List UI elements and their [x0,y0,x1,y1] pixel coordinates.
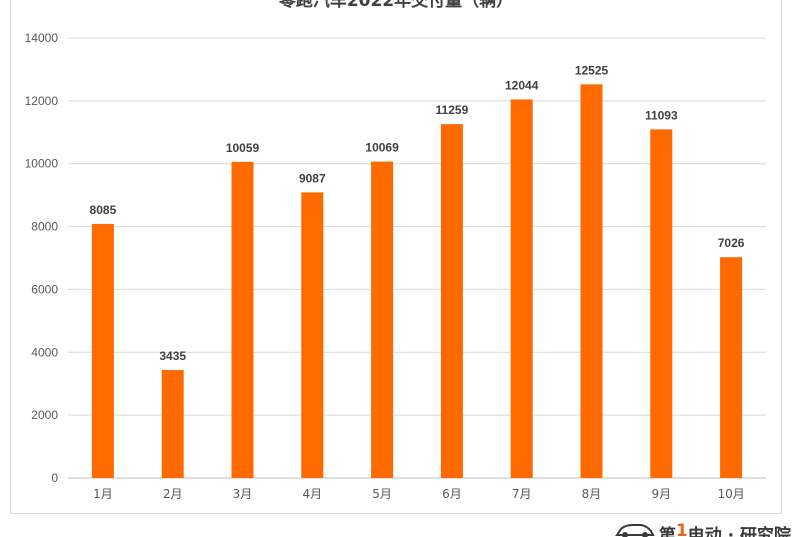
x-tick-label: 6月 [442,487,462,501]
x-tick-label: 1月 [93,487,113,501]
data-label: 9087 [299,171,326,185]
car-logo-icon [614,521,655,537]
footer-brand-accent: 1 [675,521,688,537]
footer-brand-part1: 第 [658,526,676,537]
bar [580,84,603,478]
data-label: 10069 [365,141,399,155]
x-tick-label: 7月 [512,487,532,501]
y-tick-label: 8000 [31,220,58,234]
bar [301,192,324,478]
x-tick-label: 9月 [651,487,671,501]
x-tick-label: 3月 [233,487,253,501]
bar [650,129,673,478]
data-label: 11093 [645,108,678,122]
bar [510,99,533,478]
x-tick-label: 8月 [582,487,602,501]
y-tick-label: 4000 [31,345,58,359]
chart-title: 零跑汽车2022年交付量（辆） [278,0,514,11]
x-tick-label: 5月 [372,487,392,501]
bar [161,370,184,478]
y-tick-label: 2000 [31,408,58,422]
bar [91,223,114,478]
y-tick-label: 10000 [25,157,59,171]
data-label: 8085 [90,203,117,217]
bar [231,161,254,479]
data-label: 7026 [718,236,745,250]
x-tick-label: 10月 [717,487,744,501]
footer-brand-part2: 电动 · 研究院 [687,526,791,537]
y-tick-label: 14000 [25,31,59,45]
data-label: 12525 [575,63,609,77]
data-label: 11259 [436,103,469,117]
bar [371,161,394,478]
y-tick-label: 6000 [31,282,58,296]
footer-brand: 第 1 电动 · 研究院 [591,521,791,537]
x-tick-label: 2月 [163,487,183,501]
y-tick-label: 12000 [25,94,59,108]
data-label: 12044 [505,78,539,92]
bar [440,124,463,478]
y-tick-label: 0 [51,471,58,485]
x-tick-label: 4月 [302,487,322,501]
bar [720,257,743,478]
data-label: 3435 [159,349,186,363]
data-label: 10059 [226,141,260,155]
